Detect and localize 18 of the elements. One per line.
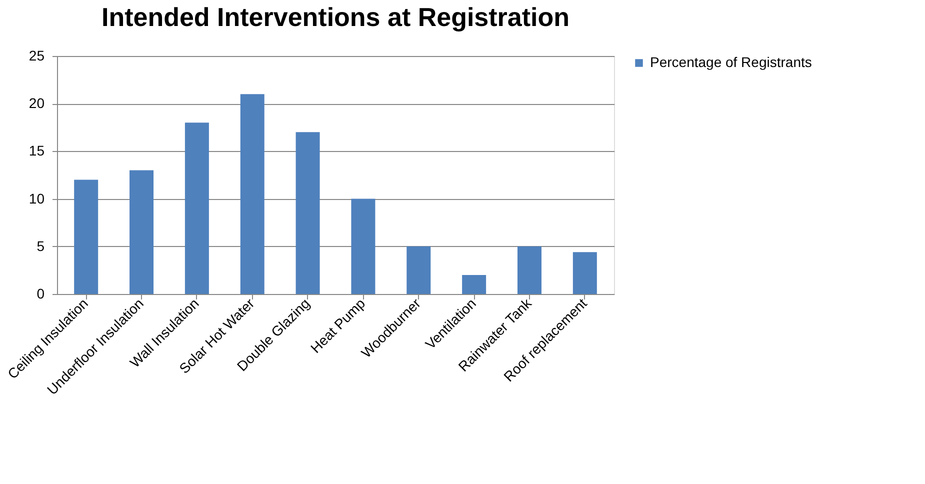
y-tick-label: 10: [28, 190, 45, 206]
chart-title: Intended Interventions at Registration: [101, 2, 570, 32]
bar: [406, 246, 431, 294]
bar: [517, 246, 542, 294]
legend-label: Percentage of Registrants: [650, 54, 812, 70]
bar: [240, 94, 264, 294]
y-tick-label: 20: [28, 95, 45, 112]
bar: [462, 274, 486, 294]
y-tick-label: 5: [36, 238, 45, 254]
bar: [572, 252, 597, 294]
bar: [296, 132, 320, 294]
bar: [74, 180, 98, 294]
y-tick-label: 0: [36, 286, 45, 302]
y-tick-label: 25: [28, 48, 45, 64]
bar: [351, 198, 376, 294]
y-tick-label: 15: [28, 142, 45, 159]
bar: [184, 122, 209, 294]
bar: [130, 170, 154, 294]
